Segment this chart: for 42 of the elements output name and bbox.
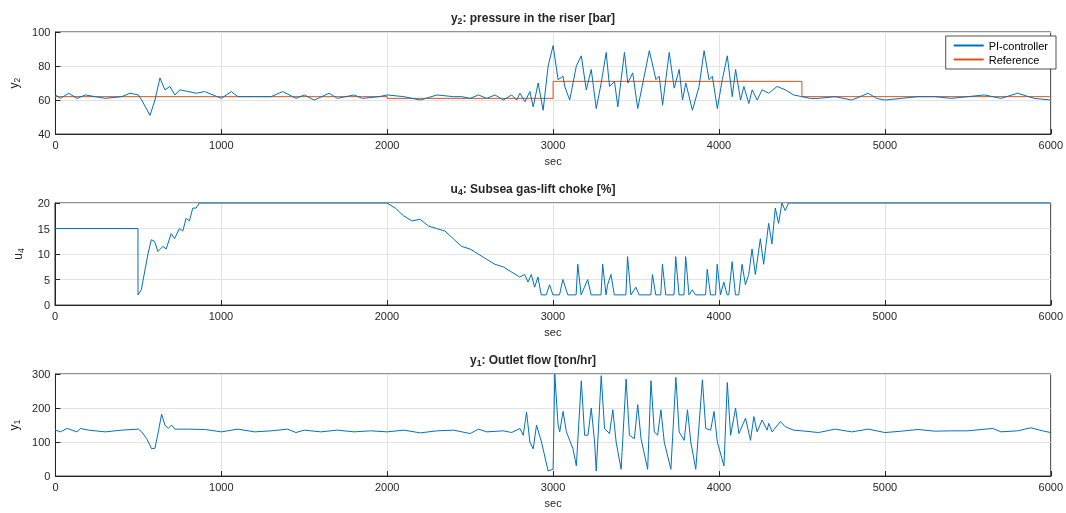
y-tick-label: 20	[37, 197, 50, 209]
x-tick-label: 3000	[540, 138, 566, 151]
x-tick-label: 1000	[209, 480, 234, 493]
y-tick-label: 0	[43, 299, 50, 312]
y-tick-label: 100	[32, 26, 51, 38]
x-tick-label: 4000	[706, 309, 732, 322]
y-tick-label: 10	[37, 248, 50, 261]
y-tick-label: 40	[38, 128, 51, 141]
y-tick-label: 60	[38, 94, 51, 107]
y-tick-label: 15	[37, 222, 50, 235]
y-tick-label: 80	[38, 60, 51, 73]
x-axis-title: sec	[544, 154, 563, 167]
x-tick-label: 0	[52, 480, 59, 493]
legend-label: PI-controller	[988, 39, 1049, 52]
x-axis-title: sec	[544, 325, 562, 338]
y-tick-label: 100	[32, 436, 51, 449]
x-tick-label: 3000	[540, 309, 566, 322]
x-tick-label: 3000	[540, 480, 566, 493]
y-tick-label: 300	[32, 368, 51, 380]
x-tick-label: 6000	[1038, 480, 1064, 493]
y-tick-label: 5	[43, 273, 50, 286]
x-tick-label: 6000	[1038, 138, 1064, 151]
y-axis-title: u4	[10, 248, 26, 260]
y-axis-title: y2	[7, 77, 22, 89]
x-tick-label: 1000	[209, 138, 234, 151]
x-tick-label: 4000	[706, 138, 732, 151]
x-tick-label: 0	[52, 138, 59, 151]
x-tick-label: 2000	[374, 138, 400, 151]
x-tick-label: 1000	[208, 309, 234, 322]
x-tick-label: 4000	[706, 480, 732, 493]
y-axis-title: y1	[7, 419, 22, 431]
x-tick-label: 2000	[374, 480, 400, 493]
y-tick-label: 200	[32, 402, 51, 415]
y-tick-label: 0	[44, 470, 51, 483]
x-tick-label: 0	[51, 309, 59, 322]
x-tick-label: 6000	[1038, 309, 1064, 322]
x-axis-title: sec	[544, 496, 563, 509]
x-tick-label: 5000	[872, 309, 898, 322]
x-tick-label: 5000	[872, 138, 898, 151]
x-tick-label: 5000	[872, 480, 898, 493]
x-tick-label: 2000	[374, 309, 400, 322]
legend-label: Reference	[988, 53, 1040, 66]
